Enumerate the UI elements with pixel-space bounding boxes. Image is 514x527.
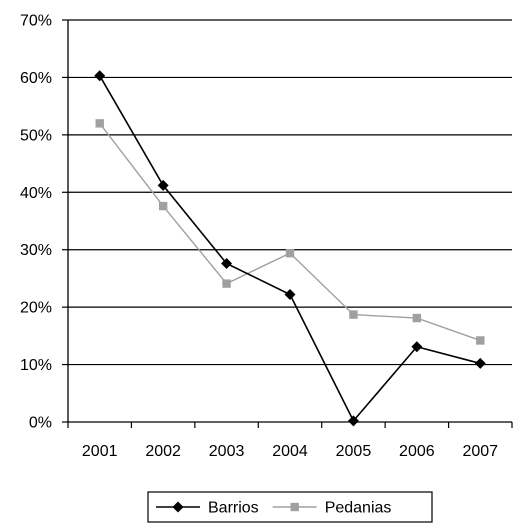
y-tick-label: 30% — [20, 242, 52, 259]
data-point-barrios — [94, 70, 106, 82]
y-tick-label: 70% — [20, 13, 52, 30]
data-point-barrios — [347, 415, 359, 427]
data-point-pedanias — [476, 336, 485, 345]
x-tick-label: 2001 — [82, 443, 118, 460]
y-axis-tick-labels: 0% 10% 20% 30% 40% 50% 60% 70% — [20, 13, 52, 432]
x-tick-label: 2005 — [336, 443, 372, 460]
series-barrios — [94, 70, 486, 427]
series-lines — [94, 70, 486, 427]
data-point-barrios — [221, 257, 233, 269]
legend-marker-barrios — [172, 501, 184, 513]
series-pedanias — [95, 119, 485, 345]
data-point-barrios — [157, 179, 169, 191]
y-tick-label: 10% — [20, 357, 52, 374]
data-point-pedanias — [285, 248, 295, 258]
x-tick-label: 2007 — [462, 443, 498, 460]
y-tick-label: 60% — [20, 70, 52, 87]
legend-label-pedanias: Pedanias — [325, 500, 392, 517]
x-tick-label: 2003 — [209, 443, 245, 460]
series-line-pedanias — [99, 122, 481, 342]
data-point-barrios — [474, 357, 486, 369]
x-tick-label: 2004 — [272, 443, 308, 460]
y-tick-label: 0% — [29, 415, 52, 432]
y-tick-label: 50% — [20, 127, 52, 144]
data-point-pedanias — [349, 310, 358, 319]
x-tick-label: 2002 — [145, 443, 181, 460]
legend-marker-pedanias — [290, 502, 299, 512]
y-tick-label: 40% — [20, 185, 52, 202]
x-axis-tick-labels: 2001 2002 2003 2004 2005 2006 2007 — [82, 443, 498, 460]
x-tick-label: 2006 — [399, 443, 435, 460]
data-point-barrios — [411, 341, 423, 353]
data-point-barrios — [284, 289, 296, 301]
data-point-pedanias — [158, 201, 168, 211]
gridlines — [68, 19, 512, 366]
legend: Barrios Pedanias — [147, 491, 433, 523]
data-point-pedanias — [412, 313, 422, 323]
series-line-barrios — [99, 75, 481, 423]
y-tick-label: 20% — [20, 300, 52, 317]
data-point-pedanias — [95, 119, 104, 128]
axes — [62, 19, 513, 428]
data-point-pedanias — [222, 279, 231, 288]
legend-label-barrios: Barrios — [208, 500, 259, 517]
